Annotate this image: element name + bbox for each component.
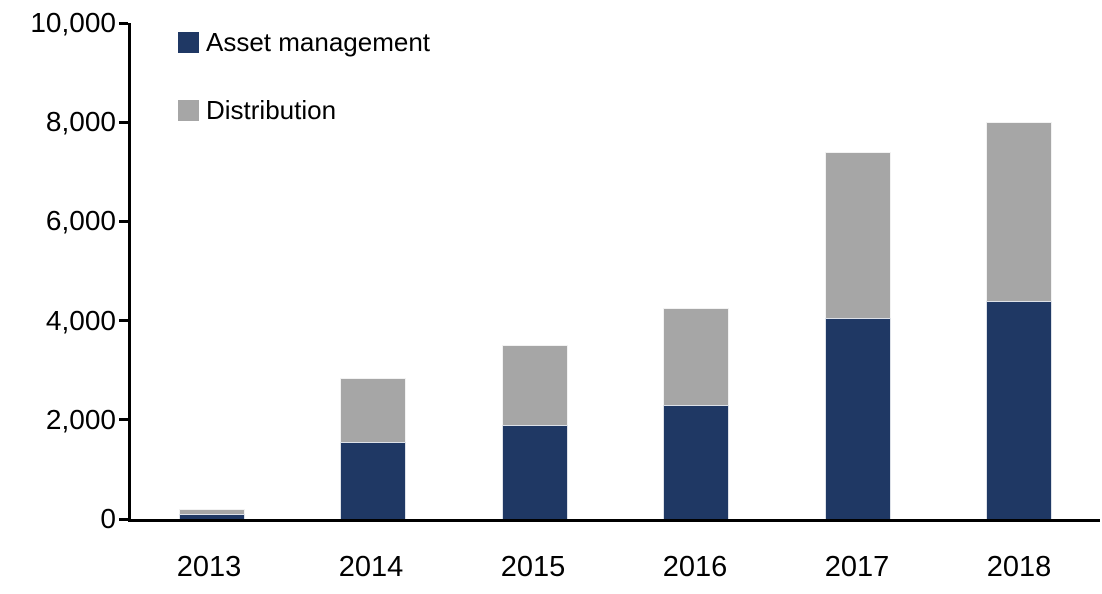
bar-column-2018 xyxy=(939,23,1101,519)
legend-item: Distribution xyxy=(178,97,430,123)
bar-segment xyxy=(824,318,891,519)
y-axis-tick xyxy=(119,219,128,223)
bar-segment xyxy=(340,377,407,443)
y-axis-tick xyxy=(119,120,128,124)
bar-column-2013 xyxy=(131,23,293,519)
bar-segment xyxy=(501,345,568,425)
x-axis-tick-label: 2013 xyxy=(176,551,242,583)
y-axis-tick-label: 4,000 xyxy=(45,304,116,336)
y-axis-tick-label: 6,000 xyxy=(45,205,116,237)
bar-column-2017 xyxy=(777,23,939,519)
y-axis-tick xyxy=(119,517,128,521)
legend: Asset management Distribution xyxy=(178,29,430,165)
bar-segment xyxy=(178,509,245,515)
bar-segment xyxy=(501,424,568,519)
bar-segment xyxy=(340,442,407,519)
legend-item: Asset management xyxy=(178,29,430,55)
x-axis-tick-label: 2017 xyxy=(824,551,890,583)
bar-column-2015 xyxy=(454,23,616,519)
y-axis-tick xyxy=(119,418,128,422)
bar-segment xyxy=(824,151,891,319)
legend-label: Asset management xyxy=(206,27,431,57)
x-axis-tick-label: 2015 xyxy=(500,551,566,583)
bar-column-2014 xyxy=(293,23,455,519)
x-axis-labels: 2013 2014 2015 2016 2017 2018 xyxy=(128,550,1100,584)
bar-segment xyxy=(178,514,245,519)
x-axis-tick-label: 2014 xyxy=(338,551,404,583)
y-axis-tick-label: 2,000 xyxy=(45,403,116,435)
y-axis-tick xyxy=(119,319,128,323)
legend-swatch-icon xyxy=(178,99,199,121)
bar-segment xyxy=(663,404,730,519)
bars-container xyxy=(131,23,1100,519)
x-axis-tick-label: 2018 xyxy=(986,551,1052,583)
x-axis-tick-label: 2016 xyxy=(662,551,728,583)
bar-segment xyxy=(986,300,1053,519)
plot-area: Asset management Distribution xyxy=(119,21,1100,522)
bar-segment xyxy=(663,308,730,405)
y-axis-tick-label: 0 xyxy=(100,503,116,534)
legend-swatch-icon xyxy=(178,31,199,53)
y-axis-tick xyxy=(119,21,128,25)
bar-segment xyxy=(986,122,1053,301)
y-axis-tick-label: 8,000 xyxy=(45,106,116,138)
y-axis-tick-label: 10,000 xyxy=(30,7,116,38)
bar-column-2016 xyxy=(616,23,778,519)
legend-label: Distribution xyxy=(206,95,337,125)
